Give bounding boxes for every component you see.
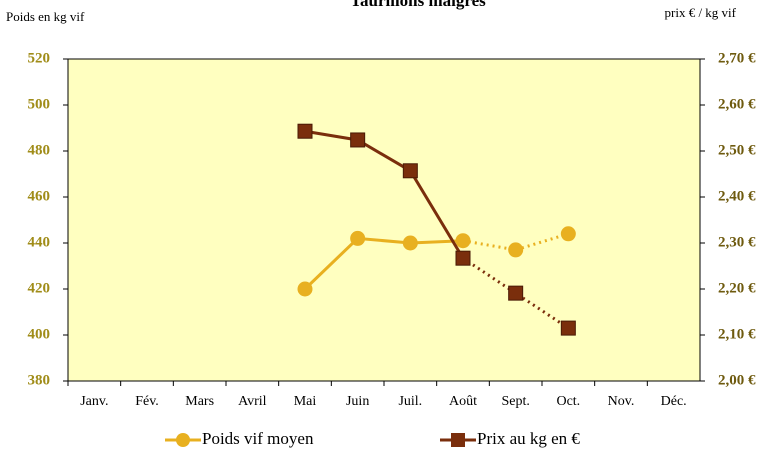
marker xyxy=(455,250,471,266)
y-tick-label: 480 xyxy=(28,142,51,158)
y-tick-label: 520 xyxy=(28,50,51,66)
y2-tick-label: 2,40 € xyxy=(718,188,756,204)
marker xyxy=(297,281,313,297)
x-tick-label: Mars xyxy=(185,394,214,409)
marker xyxy=(402,163,418,179)
legend-label: Poids vif moyen xyxy=(202,429,314,448)
y-tick-label: 440 xyxy=(28,234,51,250)
x-tick-label: Juin xyxy=(346,394,369,409)
legend-marker xyxy=(176,433,190,447)
series-line xyxy=(303,236,464,291)
marker xyxy=(508,242,524,258)
y2-tick-label: 2,10 € xyxy=(718,326,756,342)
marker xyxy=(350,230,366,246)
marker xyxy=(560,226,576,242)
y-tick-label: 420 xyxy=(28,280,51,296)
y-tick-label: 500 xyxy=(28,96,51,112)
x-tick-label: Juil. xyxy=(398,394,422,409)
x-tick-label: Déc. xyxy=(661,394,687,409)
series-line-dotted xyxy=(462,232,569,252)
x-tick-label: Mai xyxy=(294,394,317,409)
marker xyxy=(402,235,418,251)
legend-marker xyxy=(451,433,465,447)
marker xyxy=(455,233,471,249)
y2-axis-label: prix € / kg vif xyxy=(665,5,737,20)
marker xyxy=(297,123,313,139)
y2-tick-label: 2,20 € xyxy=(718,280,756,296)
chart-title: Taurillons maigres xyxy=(350,0,486,10)
y2-tick-label: 2,00 € xyxy=(718,372,756,388)
x-tick-label: Oct. xyxy=(556,394,580,409)
x-tick-label: Nov. xyxy=(608,394,635,409)
y-tick-label: 460 xyxy=(28,188,51,204)
marker xyxy=(560,320,576,336)
y2-tick-label: 2,30 € xyxy=(718,234,756,250)
y2-tick-label: 2,50 € xyxy=(718,142,756,158)
x-tick-label: Janv. xyxy=(80,394,108,409)
marker xyxy=(508,285,524,301)
y2-tick-label: 2,60 € xyxy=(718,96,756,112)
y-axis-label: Poids en kg vif xyxy=(6,9,85,24)
series-line xyxy=(304,129,465,259)
legend-label: Prix au kg en € xyxy=(477,429,580,448)
marker xyxy=(350,132,366,148)
y-tick-label: 400 xyxy=(28,326,51,342)
x-tick-label: Avril xyxy=(238,394,267,409)
plot-area xyxy=(67,58,701,382)
x-tick-label: Août xyxy=(449,394,477,409)
x-tick-label: Sept. xyxy=(501,394,529,409)
y2-tick-label: 2,70 € xyxy=(718,50,756,66)
y-tick-label: 380 xyxy=(28,372,51,388)
x-tick-label: Fév. xyxy=(135,394,159,409)
